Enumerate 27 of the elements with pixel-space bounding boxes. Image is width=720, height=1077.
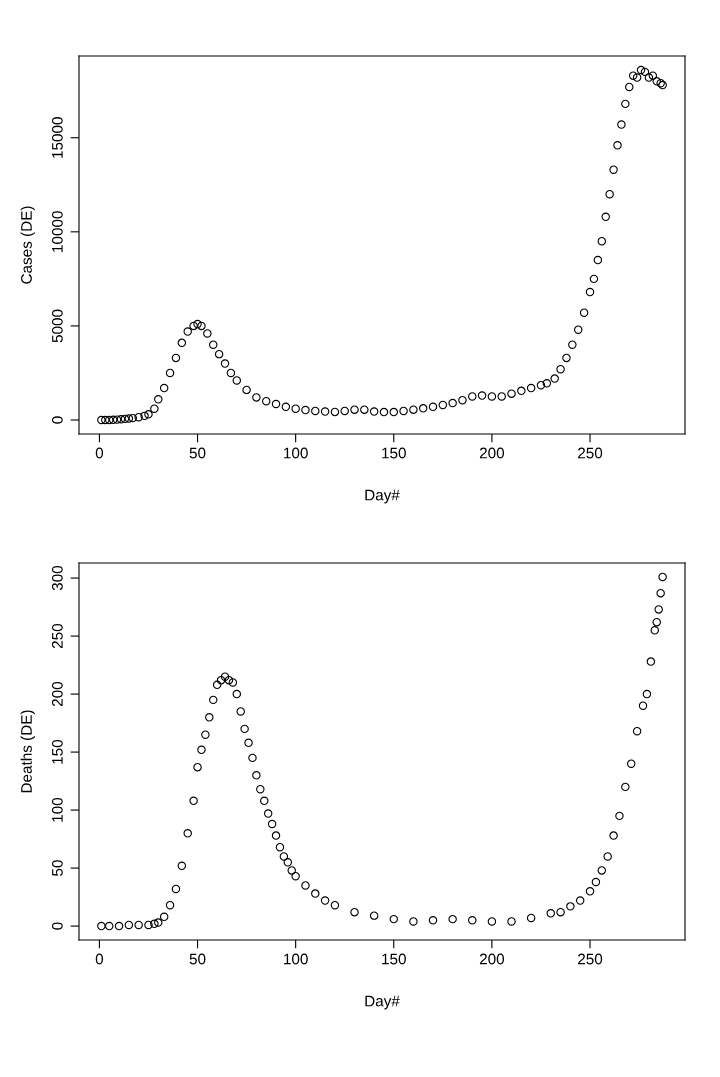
x-tick-label: 50	[189, 953, 206, 965]
y-tick-label: 15000	[51, 117, 63, 158]
y-tick-label: 100	[51, 797, 63, 822]
y-axis-title: Cases (DE)	[20, 206, 35, 284]
y-tick-label: 0	[51, 416, 63, 424]
y-tick-label: 150	[51, 739, 63, 764]
x-tick-label: 100	[284, 953, 308, 965]
y-tick-label: 0	[51, 922, 63, 930]
x-tick-label: 100	[284, 447, 308, 459]
x-tick-label: 250	[578, 953, 603, 965]
y-axis-title: Deaths (DE)	[20, 710, 35, 793]
x-tick-label: 200	[479, 953, 505, 965]
x-tick-label: 250	[578, 447, 603, 459]
y-tick-label: 10000	[51, 211, 63, 252]
y-tick-label: 250	[51, 623, 63, 649]
x-axis-title: Day#	[365, 995, 400, 1010]
x-tick-label: 200	[479, 447, 505, 459]
x-tick-label: 150	[382, 447, 406, 459]
y-tick-label: 200	[51, 681, 63, 707]
y-tick-label: 5000	[51, 309, 63, 343]
y-tick-label: 50	[51, 860, 63, 876]
x-tick-label: 50	[189, 447, 206, 459]
x-tick-label: 0	[95, 447, 104, 459]
x-axis-title: Day#	[365, 489, 400, 504]
x-tick-label: 150	[382, 953, 406, 965]
x-tick-label: 0	[95, 953, 104, 965]
y-tick-label: 300	[51, 565, 63, 591]
